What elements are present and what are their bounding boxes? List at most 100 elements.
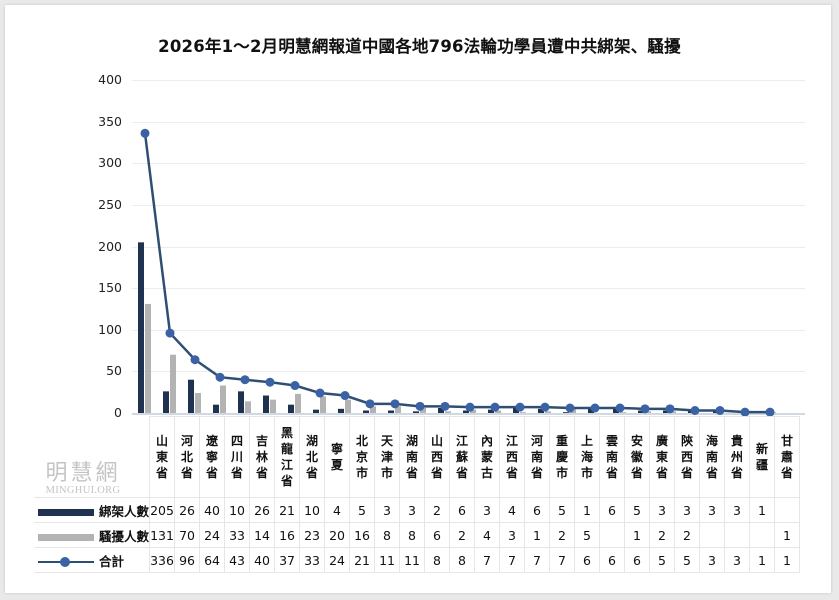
table-cell-total: 7 (474, 547, 501, 573)
table-cell-abducted: 6 (449, 497, 476, 523)
bar-abducted (613, 408, 619, 413)
table-cell-total: 1 (749, 547, 776, 573)
y-tick-label: 250 (98, 196, 122, 212)
table-cell-total: 3 (699, 547, 726, 573)
bar-abducted (238, 391, 244, 413)
total-marker-icon (490, 402, 500, 412)
table-cell-total: 1 (774, 547, 801, 573)
table-cell-total: 6 (624, 547, 651, 573)
bar-abducted (388, 410, 394, 413)
table-cell-harassed: 2 (549, 522, 576, 548)
table-cell-total: 8 (424, 547, 451, 573)
gridline (132, 204, 805, 206)
legend-total: 合計 (34, 547, 151, 573)
table-cell-total: 3 (724, 547, 751, 573)
table-cell-harassed: 1 (774, 522, 801, 548)
table-cell-abducted: 21 (274, 497, 301, 523)
bar-abducted (413, 411, 419, 413)
table-cell-harassed: 6 (424, 522, 451, 548)
total-marker-icon (615, 403, 625, 413)
table-cell-total: 5 (674, 547, 701, 573)
y-tick-label: 150 (98, 280, 122, 296)
bar-abducted (663, 410, 669, 413)
gridline (132, 163, 805, 165)
legend-harassed-label: 騷擾人數 (99, 528, 150, 544)
gridline (132, 288, 805, 290)
bar-harassed (620, 412, 626, 413)
category-header: 甘肅省 (774, 416, 801, 498)
legend-total-label: 合計 (99, 553, 125, 569)
table-cell-total: 7 (549, 547, 576, 573)
bar-abducted (138, 242, 144, 413)
table-cell-abducted: 4 (499, 497, 526, 523)
total-marker-icon (190, 355, 200, 365)
table-cell-harassed: 24 (199, 522, 226, 548)
bar-abducted (563, 412, 569, 413)
legend-abducted-label: 綁架人數 (99, 503, 150, 519)
bar-harassed (220, 385, 226, 413)
table-cell-abducted: 1 (574, 497, 601, 523)
category-header: 江蘇省 (449, 416, 476, 498)
table-cell-abducted: 3 (724, 497, 751, 523)
table-row-abducted: 綁架人數 205 26 40 10 26 21 10 4 5 3 3 2 6 3 4 6 5 1 6 5 3 3 3 3 1 (34, 497, 801, 523)
total-marker-icon (440, 401, 450, 411)
total-marker-icon (415, 401, 425, 411)
table-cell-abducted: 6 (599, 497, 626, 523)
gridline (132, 121, 805, 123)
category-header: 湖北省 (299, 416, 326, 498)
category-header: 廣東省 (649, 416, 676, 498)
table-cell-harassed (724, 522, 751, 548)
table-cell-abducted: 3 (374, 497, 401, 523)
table-cell-harassed (699, 522, 726, 548)
y-tick-label: 0 (114, 405, 122, 420)
bar-abducted (288, 404, 294, 413)
total-marker-icon (340, 391, 350, 401)
category-header-row: 山東省河北省遼寧省四川省吉林省黑龍江省湖北省寧夏北京市天津市湖南省山西省江蘇省內… (34, 416, 801, 498)
category-header: 河南省 (524, 416, 551, 498)
table-cell-harassed (599, 522, 626, 548)
legend-abducted: 綁架人數 (34, 497, 151, 523)
bar-harassed (495, 410, 501, 413)
table-row-harassed: 騷擾人數 131 70 24 33 14 16 23 20 16 8 8 6 2 4 3 1 2 5 1 2 2 1 (34, 522, 801, 548)
bar-abducted (338, 408, 344, 413)
category-header: 吉林省 (249, 416, 276, 498)
bar-harassed (170, 354, 176, 413)
bar-harassed (395, 406, 401, 413)
table-cell-abducted: 26 (249, 497, 276, 523)
category-header: 江西省 (499, 416, 526, 498)
table-cell-abducted: 3 (474, 497, 501, 523)
category-header: 四川省 (224, 416, 251, 498)
category-header: 上海市 (574, 416, 601, 498)
table-cell-abducted: 10 (299, 497, 326, 523)
bar-abducted (163, 391, 169, 413)
y-tick-label: 100 (98, 321, 122, 337)
table-cell-total: 96 (174, 547, 201, 573)
table-cell-total: 37 (274, 547, 301, 573)
table-cell-total: 7 (524, 547, 551, 573)
total-marker-icon (765, 407, 775, 417)
table-row-total: 合計 336 96 64 43 40 37 33 24 21 11 11 8 8 7 7 7 7 6 6 6 5 5 3 3 1… (34, 547, 801, 573)
table-cell-total: 336 (149, 547, 176, 573)
bar-harassed (520, 412, 526, 413)
table-cell-abducted: 3 (699, 497, 726, 523)
table-cell-harassed: 2 (649, 522, 676, 548)
bar-harassed (145, 303, 151, 413)
table-cell-harassed: 8 (399, 522, 426, 548)
total-marker-icon (715, 406, 725, 416)
bar-abducted (263, 395, 269, 413)
total-marker-icon (315, 388, 325, 398)
table-cell-harassed: 2 (674, 522, 701, 548)
category-header: 寧夏 (324, 416, 351, 498)
bar-harassed (195, 393, 201, 413)
bar-harassed (445, 411, 451, 413)
table-cell-abducted (774, 497, 801, 523)
category-header: 黑龍江省 (274, 416, 301, 498)
table-cell-abducted: 5 (349, 497, 376, 523)
table-cell-total: 11 (374, 547, 401, 573)
total-marker-icon (465, 402, 475, 412)
table-cell-total: 64 (199, 547, 226, 573)
table-cell-total: 7 (499, 547, 526, 573)
table-cell-harassed: 1 (624, 522, 651, 548)
bar-abducted (638, 410, 644, 413)
bar-abducted (313, 409, 319, 413)
